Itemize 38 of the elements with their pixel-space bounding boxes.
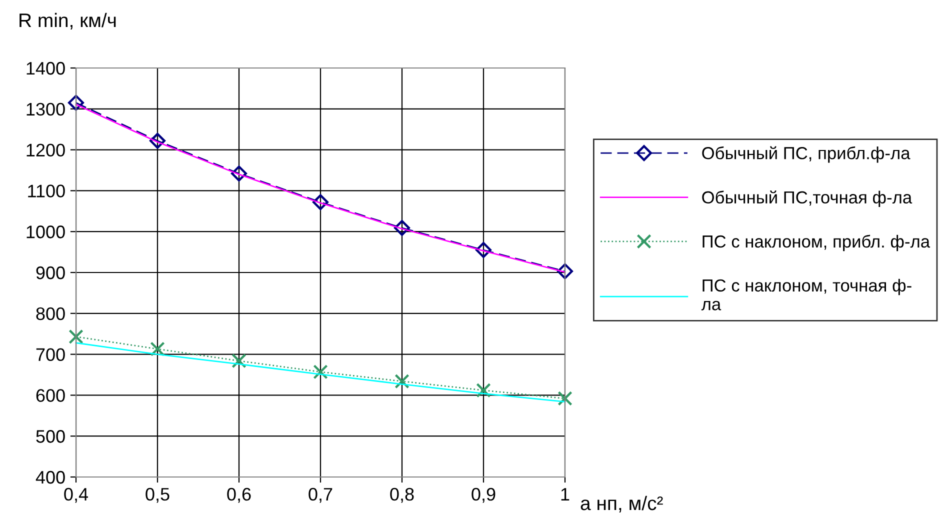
x-tick-label: 0,6 [227,488,251,503]
point [557,263,573,280]
y-tick-label: 1200 [26,144,65,157]
y-tick-label: 900 [36,266,65,280]
text: ПС с наклоном, прибл. ф-ла [702,234,930,252]
x-tick-label: 0,4 [64,488,88,503]
point [150,132,166,149]
x-axis-title: a нп, м/с² [580,496,663,513]
point [68,94,84,111]
point [312,194,328,210]
x-tick-label: 1 [561,488,570,500]
text: Обычный ПС,точная ф-ла [702,190,912,207]
y-tick-label: 800 [36,307,65,320]
y-tick-label: 1100 [28,184,65,198]
y-tick-label: 600 [36,389,65,402]
point [394,374,410,389]
y-tick-label: 1000 [26,226,65,238]
point [476,242,492,258]
x-tick-label: 0,8 [390,488,414,503]
y-tick-label: 500 [36,430,65,443]
y-tick-label: 400 [36,470,65,484]
point [476,382,491,398]
x-tick-label: 0,9 [472,488,496,503]
point [231,166,247,182]
x-tick-label: 0,5 [146,488,170,503]
y-tick-label: 1300 [26,102,65,116]
y-tick-label: 1400 [26,62,65,75]
y-tick-label: 700 [36,348,65,362]
point [313,364,328,380]
point [558,391,572,406]
y-axis-title: R min, км/ч [20,12,116,30]
x-tick-label: 0,7 [308,488,332,503]
point [232,353,246,368]
point [394,220,410,236]
point [68,329,84,344]
text: Обычный ПС, прибл.ф-ла [702,146,910,163]
text: ПС с наклоном, точная ф- ла [701,278,912,310]
point [150,342,165,356]
